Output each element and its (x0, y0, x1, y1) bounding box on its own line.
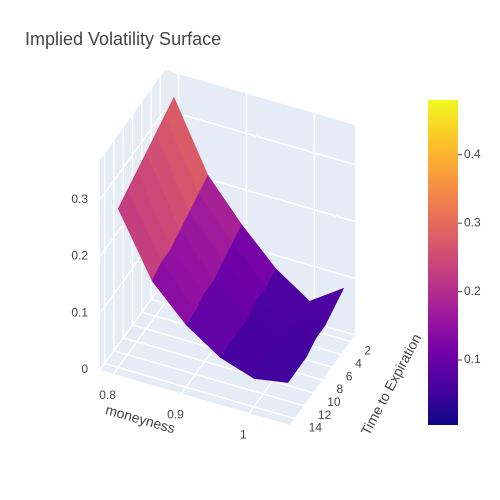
x-tick-label: 0.8 (99, 388, 116, 402)
y-tick-label: 8 (337, 382, 344, 396)
grid-line (104, 362, 295, 420)
colorbar-tick-label: 0.2 (464, 284, 481, 298)
z-tick-label: 0.3 (71, 192, 88, 206)
grid-line (164, 109, 356, 166)
colorbar-tick-label: 0.1 (464, 352, 481, 366)
colorbar (428, 100, 458, 425)
grid-line (99, 109, 166, 201)
chart-title: Implied Volatility Surface (25, 29, 221, 49)
colorbar-tick-label: 0.4 (464, 147, 481, 161)
surface-cell (253, 365, 298, 383)
scene (99, 70, 356, 425)
y-tick-label: 10 (327, 395, 341, 409)
x-tick-label: 0.9 (167, 408, 184, 422)
grid-line (123, 337, 314, 394)
z-tick-label: 0.2 (71, 249, 88, 263)
y-tick-label: 2 (364, 344, 371, 358)
grid-line (113, 349, 305, 407)
y-tick-label: 12 (318, 408, 332, 422)
grid-line (99, 279, 166, 371)
x-axis-title: moneyness (104, 401, 177, 436)
z-tick-label: 0.1 (71, 305, 88, 319)
y-tick-label: 4 (355, 356, 362, 370)
colorbar-tick-label: 0.3 (464, 215, 481, 229)
z-tick-label: 0 (81, 362, 88, 376)
x-tick-label: 1 (240, 427, 247, 441)
y-tick-label: 14 (309, 421, 323, 435)
y-tick-label: 6 (346, 369, 353, 383)
